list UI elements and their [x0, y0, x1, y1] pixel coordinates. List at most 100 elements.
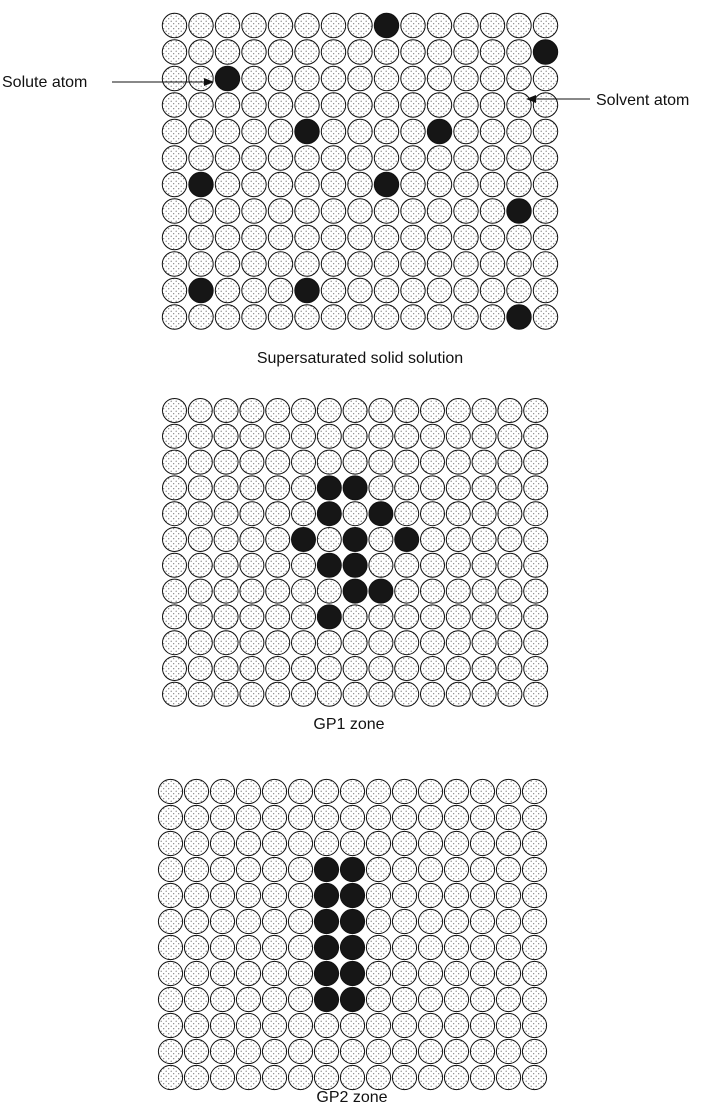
solvent-atom [471, 501, 497, 527]
solvent-atom [157, 960, 184, 987]
solvent-atom [347, 92, 373, 118]
solvent-atom [521, 856, 548, 883]
solvent-atom [261, 882, 288, 909]
solvent-atom [213, 630, 239, 656]
solvent-atom [294, 251, 320, 277]
solvent-atom [426, 171, 453, 198]
solvent-atom [316, 630, 342, 656]
solvent-atom [368, 656, 394, 681]
solvent-atom [521, 1064, 548, 1091]
solvent-atom [471, 604, 497, 630]
solvent-atom [188, 145, 214, 171]
solvent-atom [187, 423, 213, 449]
solvent-atom [347, 171, 373, 198]
solvent-atom [495, 986, 522, 1013]
atom-lattice-gp1 [162, 398, 549, 707]
solvent-atom [267, 198, 294, 224]
solvent-atom [420, 423, 445, 449]
solvent-atom [497, 501, 523, 527]
solvent-atom [162, 449, 187, 475]
solvent-atom [214, 145, 241, 171]
solvent-atom [453, 118, 479, 145]
solvent-atom [426, 65, 453, 92]
solute-atom [506, 304, 532, 330]
solvent-atom [267, 39, 294, 65]
solvent-atom [241, 39, 267, 65]
solvent-atom [291, 604, 316, 630]
solute-atom [342, 578, 368, 604]
solvent-atom [453, 171, 479, 198]
solvent-atom [239, 423, 265, 449]
solute-atom [339, 856, 366, 883]
solute-atom [214, 65, 241, 92]
solvent-atom [443, 908, 470, 935]
solvent-atom [479, 304, 506, 330]
solvent-atom [373, 92, 400, 118]
solvent-atom [320, 65, 347, 92]
solvent-atom [400, 171, 426, 198]
solvent-atom [417, 1064, 444, 1091]
solvent-atom [161, 65, 188, 92]
solvent-atom [523, 656, 549, 681]
solvent-atom [209, 830, 236, 857]
solvent-atom [267, 145, 294, 171]
solvent-atom [506, 251, 532, 277]
solvent-atom [267, 251, 294, 277]
solvent-atom [157, 934, 184, 961]
solvent-atom [161, 277, 188, 304]
solvent-atom [183, 804, 210, 831]
solvent-atom [183, 882, 210, 909]
solvent-atom [426, 198, 453, 224]
solvent-atom [261, 1012, 288, 1039]
solvent-atom [469, 882, 496, 909]
solvent-atom [365, 830, 392, 857]
solvent-atom [523, 681, 549, 707]
solvent-atom [235, 804, 262, 831]
solvent-atom [183, 1064, 210, 1091]
solvent-atom [188, 224, 214, 251]
solvent-atom [339, 804, 366, 831]
solvent-atom [523, 475, 549, 501]
solvent-atom [394, 501, 420, 527]
solute-atom [316, 475, 342, 501]
solvent-atom [532, 92, 559, 118]
solvent-atom [521, 1038, 548, 1065]
solvent-atom [445, 604, 471, 630]
solvent-atom [532, 224, 559, 251]
solvent-atom [391, 882, 418, 909]
solvent-atom [183, 1038, 210, 1065]
solvent-atom [187, 449, 213, 475]
solvent-atom [373, 145, 400, 171]
solvent-atom [294, 224, 320, 251]
solvent-atom [157, 1012, 184, 1039]
solvent-atom [400, 118, 426, 145]
solvent-atom [265, 578, 291, 604]
solvent-atom [162, 501, 187, 527]
solvent-atom [235, 856, 262, 883]
solvent-atom [287, 830, 314, 857]
solute-atom [368, 578, 394, 604]
solvent-atom [162, 398, 187, 423]
solvent-atom [471, 423, 497, 449]
solvent-atom [368, 604, 394, 630]
solvent-atom [161, 171, 188, 198]
solvent-atom [188, 118, 214, 145]
solvent-atom [239, 604, 265, 630]
solvent-atom [426, 12, 453, 39]
atom-lattice-gp2 [157, 778, 548, 1091]
solvent-atom [316, 398, 342, 423]
solvent-atom [443, 1064, 470, 1091]
solvent-atom [313, 830, 340, 857]
solvent-atom [479, 251, 506, 277]
solvent-atom [443, 804, 470, 831]
solvent-atom [445, 630, 471, 656]
solvent-atom [287, 1012, 314, 1039]
solvent-atom [523, 630, 549, 656]
solvent-atom [443, 934, 470, 961]
solvent-atom [342, 398, 368, 423]
solvent-atom [373, 277, 400, 304]
solvent-atom [188, 304, 214, 330]
solvent-atom [183, 856, 210, 883]
solvent-atom [391, 830, 418, 857]
solvent-atom [495, 830, 522, 857]
